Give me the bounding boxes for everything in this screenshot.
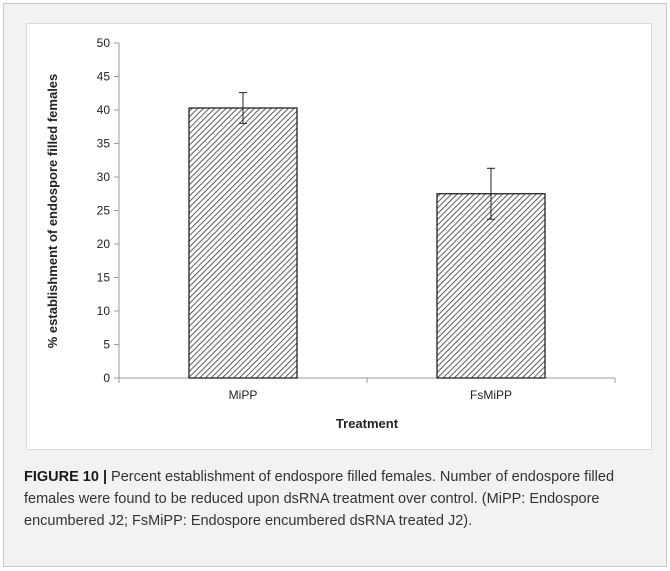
figure-label: FIGURE 10 |	[24, 469, 108, 485]
chart-panel: % establishment of endospore filled fema…	[26, 23, 652, 450]
y-tick-label: 10	[97, 304, 111, 318]
y-tick-label: 15	[97, 271, 111, 285]
y-tick-label: 5	[103, 338, 110, 352]
bar-chart: % establishment of endospore filled fema…	[45, 36, 616, 431]
y-tick-label: 20	[97, 237, 111, 251]
x-axis-label: Treatment	[336, 416, 399, 431]
y-tick-label: 40	[97, 103, 111, 117]
y-tick-label: 25	[97, 204, 111, 218]
y-tick-label: 45	[97, 70, 111, 84]
caption-text: Percent establishment of endospore fille…	[24, 469, 615, 529]
x-tick-label: MiPP	[229, 388, 258, 402]
y-tick-label: 0	[103, 371, 110, 385]
y-tick-label: 35	[97, 137, 111, 151]
bar-mipp	[188, 107, 298, 379]
y-tick-label: 30	[97, 170, 111, 184]
figure-frame: % establishment of endospore filled fema…	[3, 3, 667, 567]
figure-caption: FIGURE 10 | Percent establishment of end…	[24, 466, 654, 532]
y-tick-label: 50	[97, 36, 111, 50]
y-axis-label: % establishment of endospore filled fema…	[45, 74, 60, 349]
x-tick-label: FsMiPP	[470, 388, 512, 402]
bar-fsmipp	[436, 193, 546, 379]
